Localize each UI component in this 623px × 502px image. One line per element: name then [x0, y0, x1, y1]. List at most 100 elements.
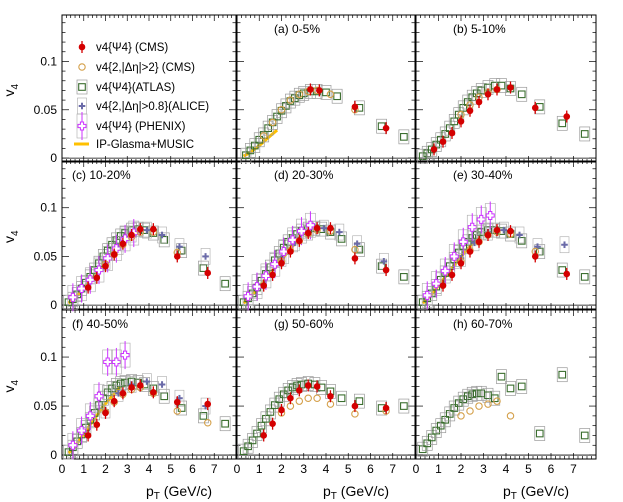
- cms-2part-point: [326, 90, 335, 99]
- alice-syst-box: [157, 376, 167, 393]
- alice-syst-box: [514, 226, 525, 244]
- atlas-syst-box: [219, 416, 231, 432]
- cms-psi4-point: [439, 282, 447, 289]
- cms-2part-point: [78, 63, 86, 71]
- legend: v4{Ψ4} (CMS) v4{2,|Δη|>2} (CMS) v4{Ψ4}(ATL…: [74, 41, 209, 151]
- atlas-point: [273, 112, 281, 121]
- cms-psi4-point: [563, 113, 571, 120]
- atlas-syst-box: [421, 435, 433, 451]
- cms-2part-point: [506, 412, 515, 420]
- x-tick-label: 6: [367, 462, 374, 476]
- cms-psi4-point: [128, 231, 135, 239]
- atlas-syst-box: [238, 443, 250, 459]
- legend-entry: v4{2,|Δη|>2} (CMS): [96, 62, 195, 74]
- x-axis-label-sub: T: [154, 491, 160, 502]
- cms-psi4-point: [93, 274, 101, 282]
- atlas-syst-box: [516, 86, 528, 102]
- atlas-point: [400, 402, 408, 410]
- cms-psi4-point: [296, 237, 303, 245]
- cms-psi4-point: [304, 229, 312, 237]
- cms-psi4-point: [137, 382, 144, 389]
- y-tick-label: 0.05: [34, 103, 58, 117]
- atlas-point: [558, 119, 567, 128]
- x-axis-label: pT (GeV/c): [323, 483, 389, 502]
- y-tick-label: 0.1: [40, 350, 57, 364]
- phenix-point: [85, 411, 95, 421]
- y-axis-label: v4: [1, 84, 21, 97]
- atlas-point: [288, 383, 297, 392]
- x-tick-label: 1: [435, 462, 442, 476]
- atlas-syst-box: [267, 114, 278, 130]
- atlas-point: [322, 88, 330, 97]
- atlas-syst-box: [579, 428, 591, 443]
- cms-psi4-point: [531, 104, 539, 112]
- cms-psi4-point: [448, 129, 456, 137]
- cms-2part-point: [295, 397, 304, 405]
- phenix-point: [103, 357, 113, 367]
- cms-psi4-point: [260, 432, 268, 439]
- atlas-syst-box: [249, 138, 261, 153]
- atlas-point: [517, 382, 526, 391]
- x-tick-label: 3: [124, 462, 131, 476]
- atlas-point: [436, 421, 445, 430]
- atlas-point: [282, 102, 290, 110]
- atlas-point: [484, 391, 492, 400]
- cms-psi4-point: [84, 432, 92, 439]
- cms-psi4-point: [531, 253, 539, 260]
- phenix-point: [77, 121, 87, 131]
- atlas-point: [221, 419, 229, 428]
- x-tick-label: 2: [458, 462, 465, 476]
- atlas-point: [355, 397, 364, 406]
- atlas-syst-box: [579, 126, 591, 142]
- x-tick-label: 1: [80, 462, 87, 476]
- cms-psi4-point: [119, 240, 127, 248]
- x-axis-label-sub: T: [511, 491, 517, 502]
- atlas-syst-box: [354, 242, 365, 257]
- cms-psi4-point: [150, 225, 157, 233]
- atlas-syst-box: [444, 406, 456, 422]
- cms-psi4-point: [93, 421, 101, 428]
- cms-psi4-point: [327, 224, 334, 232]
- atlas-syst-box: [496, 369, 507, 385]
- phenix-point: [120, 350, 130, 360]
- x-tick-label: 0: [59, 462, 66, 476]
- x-axis-label-unit: (GeV/c): [337, 483, 389, 499]
- x-tick-label: 7: [211, 462, 218, 476]
- atlas-point: [270, 401, 279, 409]
- phenix-point: [440, 266, 450, 276]
- atlas-point: [517, 236, 526, 245]
- atlas-syst-box: [245, 143, 256, 158]
- cms-psi4-point: [173, 253, 181, 260]
- cms-psi4-point: [110, 251, 118, 258]
- cms-2part-point: [484, 400, 492, 408]
- phenix-point: [77, 284, 87, 294]
- atlas-syst-box: [331, 88, 343, 104]
- atlas-syst-box: [489, 78, 501, 93]
- phenix-point: [422, 290, 432, 300]
- atlas-point: [423, 439, 432, 448]
- atlas-point: [497, 372, 506, 381]
- cms-psi4-point: [466, 107, 474, 115]
- cms-psi4-point: [448, 271, 456, 279]
- x-tick-label: 4: [323, 462, 330, 476]
- atlas-syst-box: [240, 147, 252, 163]
- atlas-point: [199, 412, 208, 420]
- phenix-point: [77, 426, 87, 436]
- y-tick-label: 0.1: [40, 201, 57, 215]
- cms-psi4-point: [78, 43, 86, 51]
- cms-psi4-point: [507, 227, 514, 235]
- cms-psi4-point: [316, 87, 323, 94]
- cms-psi4-point: [204, 400, 212, 408]
- y-tick-label: 0.05: [34, 399, 58, 413]
- legend-entry: v4{Ψ4} (CMS): [96, 42, 168, 54]
- atlas-syst-box: [253, 132, 265, 148]
- y-tick-label: 0.05: [34, 249, 58, 263]
- atlas-syst-box: [505, 381, 516, 396]
- x-tick-label: 0: [413, 462, 420, 476]
- y-axis-label-sub: 4: [10, 84, 21, 90]
- atlas-point: [333, 92, 341, 101]
- panel-label: (e) 30-40%: [453, 168, 513, 182]
- y-axis-label: v4: [1, 230, 21, 243]
- cms-psi4-point: [466, 248, 474, 255]
- atlas-syst-box: [435, 418, 447, 434]
